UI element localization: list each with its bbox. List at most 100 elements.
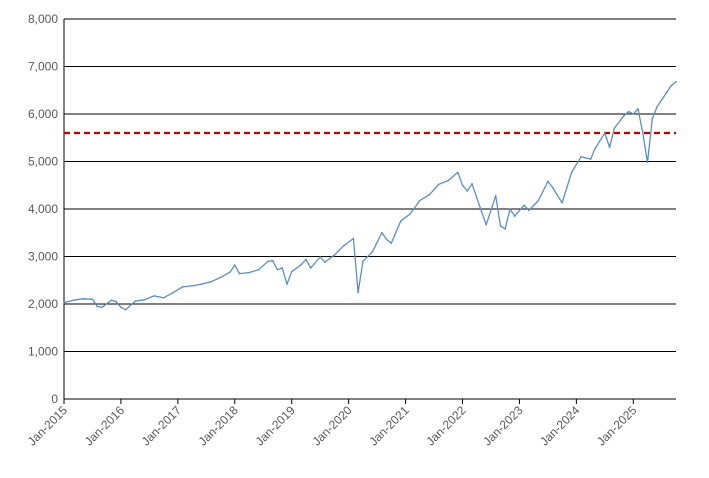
series-point — [191, 285, 193, 287]
y-tick-label: 7,000 — [28, 60, 58, 74]
series-point — [570, 171, 573, 174]
x-tick-label: Jan-2019 — [253, 403, 299, 449]
series-point — [457, 171, 459, 174]
series-point — [390, 242, 393, 244]
series-point — [608, 146, 611, 149]
series-point — [101, 306, 103, 309]
series-point — [499, 225, 502, 227]
series-point — [309, 267, 312, 269]
series-point — [675, 80, 677, 83]
x-tick-label: Jan-2015 — [25, 403, 71, 449]
series-point — [646, 161, 649, 164]
series-point — [134, 300, 136, 302]
series-point — [238, 272, 241, 275]
series-point — [580, 156, 582, 158]
series-point — [485, 223, 488, 226]
y-tick-label: 0 — [51, 392, 58, 406]
series-point — [357, 291, 359, 294]
series-point — [153, 295, 155, 297]
axes — [63, 19, 676, 404]
y-tick-label: 2,000 — [28, 297, 58, 311]
y-tick-label: 5,000 — [28, 155, 58, 169]
series-point — [428, 194, 431, 196]
series-point — [305, 258, 307, 261]
series-point — [300, 263, 303, 266]
x-tick-label: Jan-2025 — [594, 403, 640, 449]
series-point — [513, 215, 516, 217]
series-point — [91, 298, 94, 301]
series-point — [271, 260, 274, 262]
series-point — [400, 220, 402, 222]
series-point — [604, 132, 606, 134]
x-tick-label: Jan-2021 — [366, 403, 412, 449]
series-point — [143, 298, 146, 301]
series-point — [110, 299, 113, 302]
series-point — [115, 300, 117, 303]
series-point — [561, 202, 563, 204]
y-tick-label: 6,000 — [28, 107, 58, 121]
series-point — [447, 179, 450, 182]
series-point — [290, 270, 293, 273]
series-point — [82, 298, 84, 300]
series-point — [124, 308, 127, 311]
series-point — [547, 180, 549, 183]
series-point — [551, 186, 554, 189]
y-tick-label: 8,000 — [28, 12, 58, 26]
series-point — [210, 280, 212, 283]
series-point — [594, 147, 597, 149]
series-point — [438, 183, 440, 186]
series-point — [234, 264, 236, 266]
series-point — [162, 297, 165, 299]
series-point — [661, 99, 663, 101]
series-point — [219, 276, 222, 279]
series-point — [172, 291, 174, 294]
series-point — [72, 299, 75, 302]
x-tick-label: Jan-2023 — [480, 403, 526, 449]
series-point — [642, 132, 644, 134]
y-tick-label: 1,000 — [28, 345, 58, 359]
series-point — [200, 283, 203, 285]
series-point — [651, 118, 654, 120]
series-point — [537, 199, 540, 202]
x-tick-label: Jan-2024 — [537, 403, 583, 449]
series-point — [509, 208, 511, 210]
x-tick-labels: Jan-2015 Jan-2016 Jan-2017 Jan-2018 Jan-2019… — [25, 403, 640, 449]
series-point — [286, 283, 288, 285]
x-tick-label: Jan-2018 — [196, 403, 242, 449]
series-point — [623, 115, 625, 117]
series-point — [267, 260, 269, 263]
y-tick-labels: 0 1,000 2,000 3,000 4,000 5,000 6,000 7,000 8,00… — [28, 12, 58, 406]
series-point — [419, 199, 421, 202]
series-point — [63, 301, 65, 304]
series-point — [665, 91, 668, 94]
series-group — [63, 80, 677, 311]
series-point — [480, 210, 483, 213]
series-point — [333, 254, 336, 256]
series-point — [471, 183, 473, 185]
x-tick-label: Jan-2016 — [82, 403, 128, 449]
series-point — [504, 228, 507, 230]
x-tick-label: Jan-2022 — [423, 403, 469, 449]
series-point — [461, 184, 464, 187]
series-point — [589, 158, 592, 160]
series-point — [613, 127, 616, 130]
y-tick-label: 4,000 — [28, 202, 58, 216]
series-point — [319, 256, 322, 258]
series-point — [181, 286, 184, 288]
series-point — [523, 204, 525, 206]
series-point — [229, 271, 231, 274]
series-point — [352, 237, 355, 240]
series-point — [528, 209, 530, 212]
series-point — [409, 213, 412, 215]
series-point — [343, 244, 345, 247]
series-point — [257, 269, 260, 271]
series-point — [656, 106, 658, 108]
series-point — [632, 113, 635, 115]
y-tick-label: 3,000 — [28, 250, 58, 264]
x-tick-label: Jan-2020 — [309, 403, 355, 449]
gridlines — [64, 18, 676, 352]
series-point — [371, 251, 374, 253]
series-point — [281, 267, 284, 269]
series-point — [494, 194, 497, 197]
series-point — [248, 271, 250, 274]
